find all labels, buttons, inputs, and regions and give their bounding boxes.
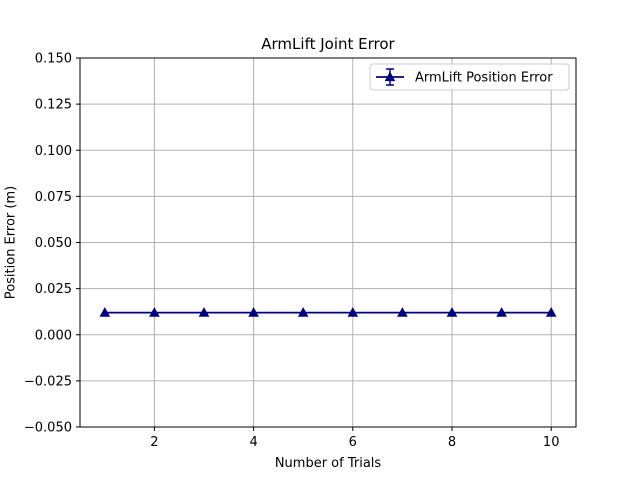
y-tick-label: 0.050 (35, 236, 72, 251)
y-tick-label: 0.150 (35, 52, 72, 67)
y-axis-label: Position Error (m) (4, 186, 19, 299)
data-point-marker (446, 307, 458, 317)
y-tick-label: −0.050 (24, 421, 72, 436)
x-tick-label: 6 (349, 435, 357, 450)
data-point-marker (198, 307, 210, 317)
legend-box (369, 63, 570, 91)
x-axis-ticks: 2 4 6 8 10 (150, 427, 559, 450)
data-point-marker (496, 307, 507, 317)
y-tick-label: 0.025 (35, 282, 72, 297)
legend-triangle-marker (384, 71, 396, 82)
x-tick-label: 4 (249, 435, 257, 450)
data-point-marker (545, 307, 557, 317)
x-tick-label: 8 (448, 435, 456, 450)
y-tick-label: 0.000 (35, 328, 72, 343)
y-tick-label: 0.075 (35, 190, 72, 205)
data-point-marker (397, 307, 408, 317)
legend-marker (376, 68, 404, 86)
data-point-marker (248, 307, 259, 317)
y-tick-label: 0.125 (35, 98, 72, 113)
y-tick-label: 0.100 (35, 144, 72, 159)
data-point-marker (297, 307, 309, 317)
data-point-marker (149, 307, 160, 317)
data-point-marker (99, 307, 111, 317)
series-layer (99, 307, 557, 317)
legend: ArmLift Position Error (369, 63, 570, 91)
chart-title: ArmLift Joint Error (261, 35, 395, 53)
legend-label: ArmLift Position Error (415, 71, 553, 86)
x-tick-label: 10 (543, 435, 560, 450)
y-axis-ticks: −0.050 −0.025 0.000 0.025 0.050 0.075 0.100 0.1… (24, 52, 80, 436)
y-tick-label: −0.025 (24, 374, 72, 389)
data-point-marker (347, 307, 359, 317)
x-axis-label: Number of Trials (275, 456, 382, 471)
x-tick-label: 2 (150, 435, 158, 450)
